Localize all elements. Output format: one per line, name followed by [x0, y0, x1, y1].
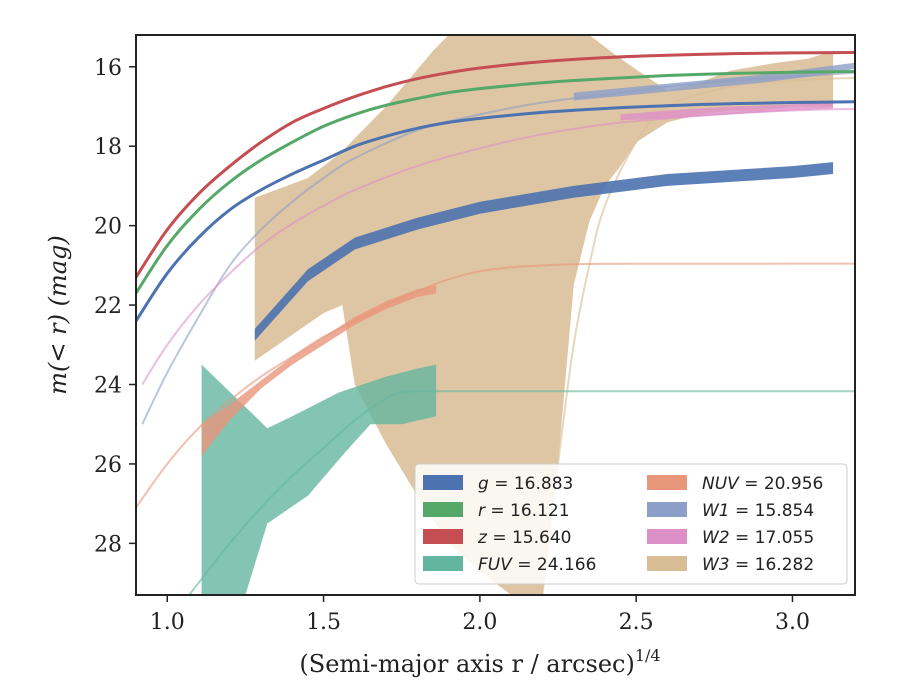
y-tick-label: 24: [94, 374, 122, 399]
y-tick-label: 18: [94, 135, 122, 160]
nuv-legend-label: NUV = 20.956: [702, 474, 823, 494]
w3-band: [254, 35, 834, 595]
fuv-model-line: [188, 390, 855, 595]
y-tick-label: 26: [94, 453, 122, 478]
g-legend-label: g = 16.883: [478, 474, 573, 494]
x-tick-label: 3.0: [775, 610, 810, 635]
legend: g = 16.883 r = 16.121 z = 15.640 FUV = 24.1…: [414, 463, 848, 585]
y-tick-label: 28: [94, 532, 122, 557]
y-axis-label: m(< r) (mag): [44, 235, 72, 394]
z-legend-swatch: [423, 529, 463, 544]
plot-frame: [135, 34, 856, 596]
w2-legend-label: W2 = 17.055: [702, 528, 814, 548]
x-tick-label: 2.5: [619, 610, 654, 635]
nuv-legend-swatch: [647, 475, 687, 490]
g-legend-swatch: [423, 475, 463, 490]
y-tick-label: 22: [94, 294, 122, 319]
fuv-band: [201, 364, 437, 595]
w3-legend-swatch: [647, 556, 687, 571]
fuv-legend-swatch: [423, 556, 463, 571]
w2-model-line: [141, 107, 855, 386]
x-axis-label: (Semi-major axis r / arcsec)1/4: [299, 646, 660, 678]
r-legend-swatch: [423, 502, 463, 517]
w1-legend-swatch: [647, 502, 687, 517]
g-model-line: [136, 100, 855, 322]
y-tick-label: 16: [94, 56, 122, 81]
x-tick-label: 2.0: [462, 610, 497, 635]
w3-legend-label: W3 = 16.282: [702, 555, 814, 575]
fuv-legend-label: FUV = 24.166: [478, 555, 596, 575]
w2-band: [620, 100, 834, 121]
z-legend-label: z = 15.640: [477, 528, 571, 548]
x-axis-label-exponent: 1/4: [635, 646, 661, 665]
x-tick-label: 1.0: [150, 610, 185, 635]
axis-ticks: 1.0 1.5 2.0 2.5 3.0 16 18 20 22 24 26 28: [94, 56, 810, 635]
g-data-band: [254, 162, 834, 341]
z-model-line: [136, 51, 855, 279]
nuv-model-line: [136, 262, 855, 509]
x-tick-label: 1.5: [306, 610, 341, 635]
w2-legend-swatch: [647, 529, 687, 544]
r-model-line: [136, 70, 855, 295]
y-tick-label: 20: [94, 215, 122, 240]
w1-legend-label: W1 = 15.854: [702, 501, 814, 521]
plot-area: [136, 35, 855, 595]
legend-box: [414, 463, 848, 585]
r-legend-label: r = 16.121: [478, 501, 570, 521]
